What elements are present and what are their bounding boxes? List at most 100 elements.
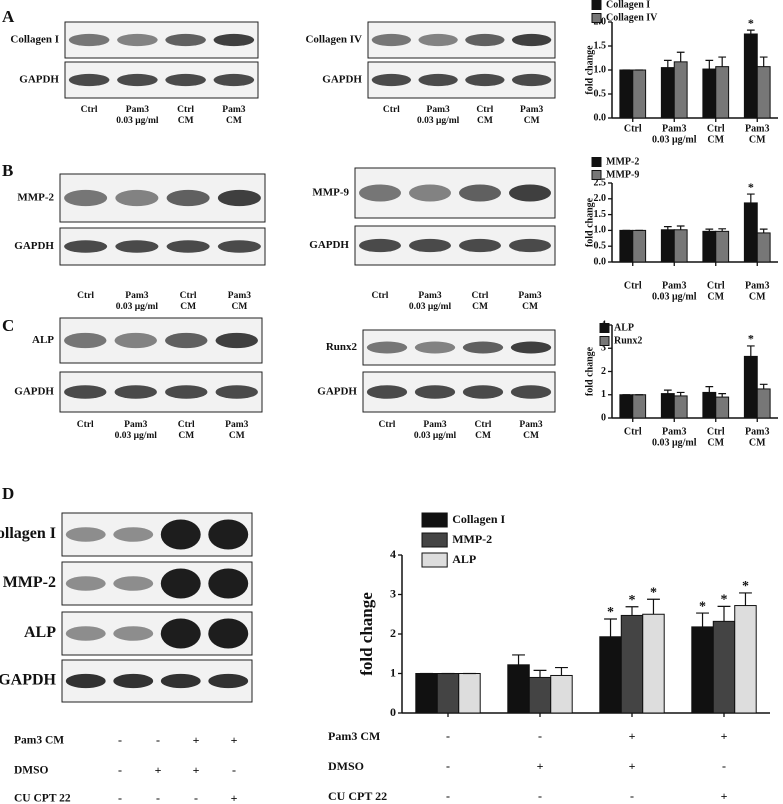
blot-band — [68, 73, 110, 87]
blot-band — [160, 519, 201, 550]
bar — [436, 673, 460, 714]
blot-row-label: ALP — [32, 334, 54, 346]
legend-label: MMP-2 — [452, 532, 492, 546]
panel-letter: B — [2, 161, 13, 180]
legend-swatch — [421, 512, 448, 528]
x-tick-label: Ctrl — [707, 123, 725, 134]
treatment-name: Pam3 CM — [14, 735, 64, 747]
blot-row-label: Runx2 — [326, 341, 358, 353]
x-tick-label: Pam3 — [745, 426, 769, 437]
blot-band — [366, 341, 408, 354]
error-bar — [746, 193, 755, 203]
legend-label: Collagen I — [452, 512, 505, 526]
bar — [756, 232, 771, 263]
y-tick-label: 0.5 — [594, 88, 607, 99]
lane-label: Pam3 — [126, 105, 149, 115]
legend-swatch — [599, 336, 610, 346]
blot-band — [117, 73, 158, 87]
blot-band — [459, 184, 501, 202]
error-bar — [759, 56, 768, 67]
error-bar — [696, 612, 709, 627]
lane-label: Ctrl — [476, 105, 493, 115]
blot-band — [418, 33, 458, 47]
legend-label: Runx2 — [614, 335, 642, 346]
x-tick-label: CM — [707, 437, 724, 448]
lane-label: Pam3 — [418, 291, 441, 301]
treatment-name: CU CPT 22 — [328, 789, 387, 803]
lane-label: CM — [523, 431, 539, 441]
error-bar — [625, 606, 639, 616]
lane-label: CM — [522, 302, 538, 312]
legend-swatch — [421, 532, 448, 548]
y-axis-label: fold change — [584, 45, 595, 95]
error-bar — [705, 59, 714, 70]
treatment-sign: + — [231, 733, 238, 747]
y-tick-label: 1 — [390, 665, 396, 679]
blot-band — [113, 576, 154, 591]
x-tick-label: Pam3 — [745, 123, 769, 134]
blot-row-label: GAPDH — [19, 74, 59, 86]
legend-label: ALP — [452, 552, 476, 566]
error-bar — [663, 226, 672, 230]
blot-band — [65, 576, 106, 591]
treatment-name: DMSO — [328, 759, 364, 773]
y-tick-label: 0.5 — [594, 240, 607, 251]
blot-band — [208, 618, 249, 649]
blot-row-label: ALP — [24, 624, 56, 641]
significance-mark: * — [748, 332, 754, 346]
blot-band — [217, 240, 261, 253]
lane-label: Ctrl — [472, 291, 489, 301]
treatment-sign: + — [629, 729, 636, 743]
x-tick-label: 0.03 μg/ml — [652, 134, 697, 145]
blot-band — [465, 73, 505, 87]
blot-band — [166, 240, 210, 253]
error-bar — [676, 51, 685, 62]
legend-label: ALP — [614, 322, 634, 333]
error-bar — [512, 654, 525, 665]
lane-label: Ctrl — [178, 420, 195, 430]
blot-row-label: MMP-2 — [17, 192, 54, 204]
blot-band — [215, 332, 258, 349]
x-tick-label: 0.03 μg/ml — [652, 437, 697, 448]
blot-band — [64, 332, 107, 349]
bar — [743, 355, 758, 419]
treatment-sign: - — [538, 729, 542, 743]
blot-row-label: Collagen I — [0, 525, 56, 542]
error-bar — [759, 228, 768, 233]
legend-swatch — [591, 170, 602, 180]
blot-band — [64, 189, 108, 207]
blot-band — [165, 385, 208, 399]
treatment-sign: - — [538, 789, 542, 803]
y-tick-label: 4 — [390, 547, 396, 561]
bar — [632, 394, 647, 419]
x-tick-label: Ctrl — [624, 280, 642, 291]
blot-band — [510, 341, 552, 354]
blot-band — [359, 238, 401, 253]
treatment-sign: - — [630, 789, 634, 803]
bar — [415, 673, 438, 714]
blot-band — [462, 385, 504, 399]
blot-band — [511, 73, 552, 87]
treatment-sign: - — [118, 791, 122, 804]
blot-band — [166, 189, 210, 207]
treatment-sign: - — [446, 789, 450, 803]
blot-row-label: GAPDH — [14, 386, 54, 398]
blot-band — [160, 568, 201, 599]
panel-letter: D — [2, 484, 14, 503]
significance-mark: * — [699, 599, 706, 614]
x-tick-label: 0.03 μg/ml — [652, 291, 697, 302]
blot-band — [510, 385, 552, 399]
blot-band — [414, 385, 456, 399]
y-tick-label: 2.0 — [594, 193, 607, 204]
y-tick-label: 0.0 — [594, 256, 607, 267]
blot-band — [465, 33, 505, 47]
significance-mark: * — [742, 579, 749, 594]
blot-row-label: MMP-2 — [3, 574, 56, 591]
blot-band — [165, 73, 206, 87]
lane-label: Pam3 — [519, 420, 542, 430]
lane-label: Pam3 — [427, 105, 450, 115]
bar — [599, 636, 622, 714]
bar — [715, 66, 730, 119]
error-bar — [718, 56, 727, 67]
lane-label: CM — [178, 431, 194, 441]
